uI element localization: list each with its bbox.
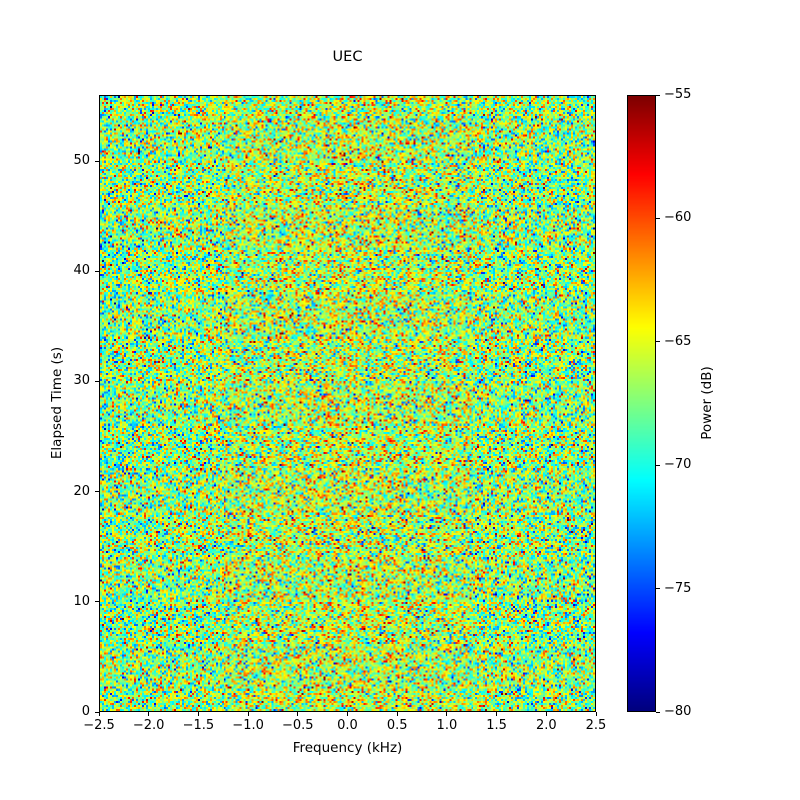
colorbar-canvas — [628, 96, 655, 711]
colorbar-tick-label: −70 — [664, 457, 692, 473]
x-tick-label: 0.0 — [337, 718, 358, 733]
colorbar-tick-mark — [656, 588, 660, 590]
x-tick-label: −0.5 — [282, 718, 314, 733]
colorbar-tick-label: −60 — [664, 210, 692, 226]
x-tick-mark — [148, 712, 150, 716]
x-tick-mark — [347, 712, 348, 716]
x-tick-label: −2.0 — [132, 718, 165, 733]
x-tick-mark — [595, 712, 597, 716]
y-tick-label: 20 — [73, 483, 90, 499]
spectrogram-canvas — [100, 96, 595, 711]
x-tick-mark — [545, 712, 547, 716]
x-tick-mark — [297, 712, 299, 716]
colorbar-tick-mark — [656, 217, 660, 219]
colorbar-tick-label: −75 — [664, 580, 692, 596]
x-tick-mark — [98, 712, 100, 716]
x-tick-mark — [197, 712, 199, 716]
colorbar-tick-label: −65 — [664, 333, 692, 349]
x-tick-label: 0.5 — [386, 718, 408, 733]
colorbar-tick-mark — [656, 711, 660, 713]
y-tick-mark — [95, 160, 99, 162]
x-tick-mark — [247, 712, 249, 716]
y-tick-label: 10 — [73, 593, 90, 609]
x-tick-label: 1.5 — [486, 718, 507, 733]
y-tick-mark — [95, 601, 99, 603]
x-tick-label: 2.0 — [535, 718, 557, 733]
y-tick-mark — [95, 270, 99, 272]
y-tick-label: 40 — [73, 263, 90, 279]
colorbar-tick-label: −80 — [664, 704, 692, 719]
colorbar-tick-mark — [656, 464, 660, 466]
colorbar-tick-mark — [656, 94, 660, 96]
chart-title: UEC — [332, 49, 363, 65]
x-tick-mark — [496, 712, 498, 716]
y-axis-label: Elapsed Time (s) — [49, 346, 65, 460]
colorbar-label: Power (dB) — [699, 366, 715, 440]
x-tick-label: −1.0 — [232, 718, 264, 733]
colorbar — [627, 95, 656, 712]
y-tick-mark — [95, 711, 99, 713]
colorbar-tick-label: −55 — [664, 87, 692, 102]
y-tick-mark — [95, 380, 99, 382]
y-tick-mark — [95, 491, 99, 493]
spectrogram-plot — [99, 95, 596, 712]
y-tick-label: 50 — [73, 153, 90, 169]
x-tick-label: −1.5 — [182, 718, 215, 733]
x-tick-mark — [396, 712, 398, 716]
x-tick-label: −2.5 — [83, 718, 115, 733]
y-tick-label: 0 — [81, 704, 90, 719]
x-axis-label: Frequency (kHz) — [292, 740, 403, 756]
colorbar-tick-mark — [656, 341, 660, 343]
x-tick-mark — [446, 712, 448, 716]
x-tick-label: 1.0 — [436, 718, 458, 733]
x-tick-label: 2.5 — [585, 718, 607, 733]
y-tick-label: 30 — [73, 373, 90, 389]
